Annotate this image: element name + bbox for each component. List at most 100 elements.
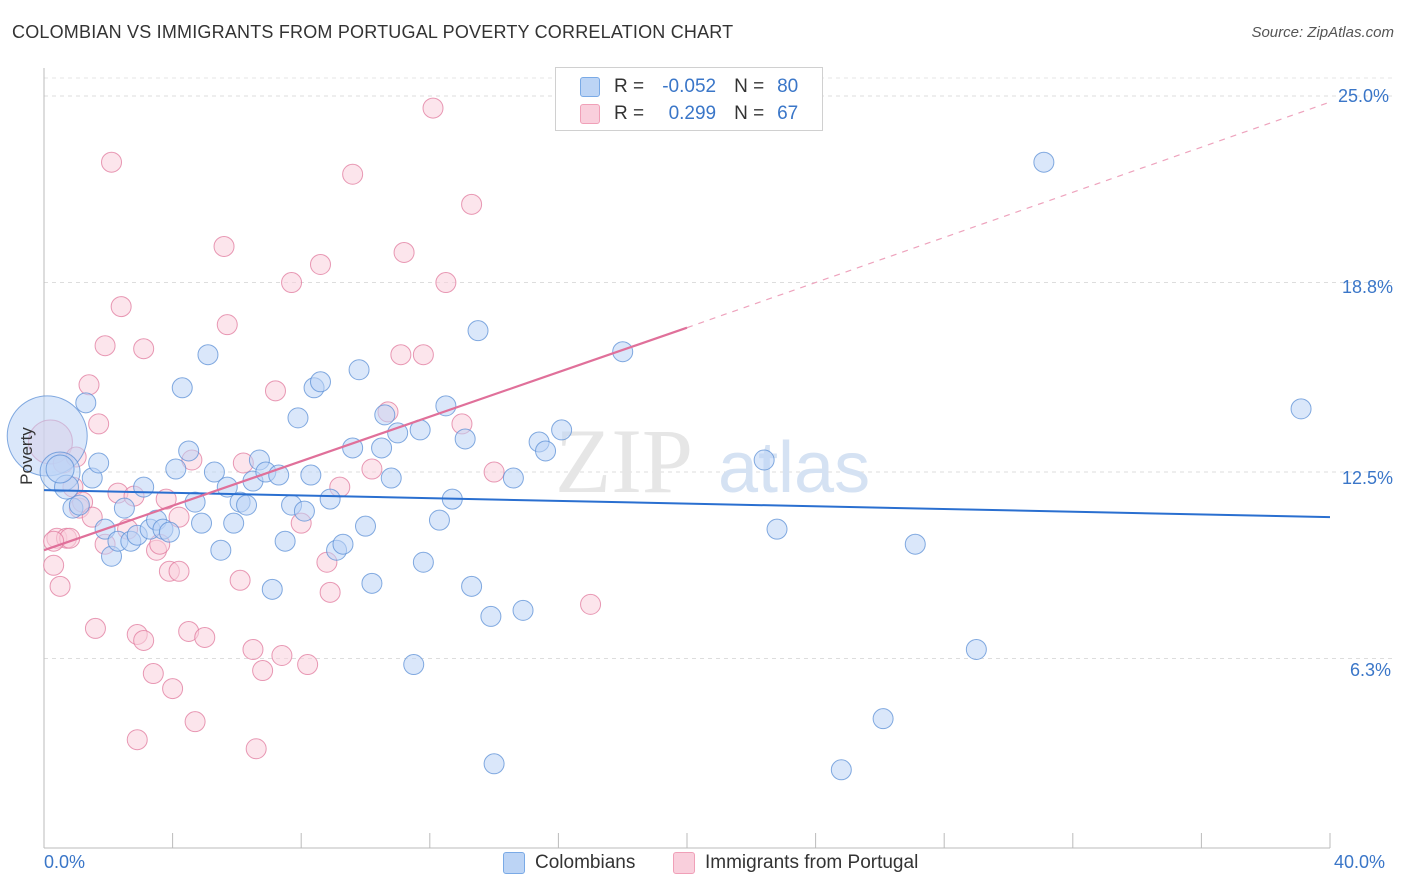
portugal-point bbox=[194, 626, 216, 648]
portugal-point bbox=[245, 738, 267, 760]
portugal-point bbox=[281, 272, 303, 294]
legend-n-label: N = bbox=[734, 103, 765, 124]
colombians-point bbox=[483, 753, 505, 775]
portugal-point bbox=[264, 380, 286, 402]
colombians-point bbox=[332, 533, 354, 555]
portugal-point bbox=[461, 193, 483, 215]
colombians-point bbox=[965, 638, 987, 660]
colombians-point bbox=[830, 759, 852, 781]
colombians-point bbox=[274, 530, 296, 552]
portugal-point bbox=[133, 629, 155, 651]
colombians-point bbox=[261, 578, 283, 600]
colombians-point bbox=[412, 551, 434, 573]
colombians-point bbox=[380, 467, 402, 489]
x-tick-label-max: 40.0% bbox=[1334, 852, 1386, 872]
portugal-point bbox=[422, 97, 444, 119]
colombians-point bbox=[319, 488, 341, 510]
legend-r-label: R = bbox=[614, 103, 645, 124]
colombians-point bbox=[293, 500, 315, 522]
colombians-point bbox=[403, 654, 425, 676]
colombians-point bbox=[210, 539, 232, 561]
colombians-point bbox=[428, 509, 450, 531]
portugal-point bbox=[84, 617, 106, 639]
portugal-point bbox=[216, 314, 238, 336]
y-axis-label: Poverty bbox=[17, 427, 36, 485]
portugal-point bbox=[162, 678, 184, 700]
series-portugal-points bbox=[27, 97, 602, 760]
trend-line-colombians bbox=[43, 489, 1331, 519]
colombians-point bbox=[309, 371, 331, 393]
legend-swatch-colombians bbox=[503, 852, 525, 874]
series-colombians-points bbox=[6, 151, 1312, 781]
y-tick-label-6-3: 6.3% bbox=[1350, 660, 1392, 680]
colombians-point bbox=[88, 452, 110, 474]
colombians-point bbox=[512, 599, 534, 621]
colombians-point bbox=[551, 419, 573, 441]
colombians-point bbox=[904, 533, 926, 555]
legend-label-portugal: Immigrants from Portugal bbox=[705, 852, 919, 873]
legend-n-value: 80 bbox=[777, 76, 799, 97]
colombians-point bbox=[387, 422, 409, 444]
bottom-legend-portugal[interactable]: Immigrants from Portugal bbox=[673, 852, 918, 874]
portugal-point bbox=[435, 272, 457, 294]
colombians-point bbox=[171, 377, 193, 399]
colombians-point bbox=[612, 341, 634, 363]
portugal-point bbox=[81, 506, 103, 528]
portugal-point bbox=[252, 660, 274, 682]
colombians-point bbox=[361, 572, 383, 594]
portugal-point bbox=[43, 554, 65, 576]
watermark-zip: ZIP bbox=[555, 410, 693, 512]
bottom-legend-colombians[interactable]: Colombians bbox=[503, 852, 635, 874]
colombians-point bbox=[236, 494, 258, 516]
colombians-point bbox=[287, 407, 309, 429]
watermark-atlas: atlas bbox=[718, 428, 870, 508]
portugal-point bbox=[78, 374, 100, 396]
portugal-point bbox=[580, 593, 602, 615]
legend-r-value: -0.052 bbox=[662, 76, 717, 97]
y-tick-label-25-0: 25.0% bbox=[1338, 86, 1390, 106]
portugal-point bbox=[271, 645, 293, 666]
colombians-point bbox=[461, 575, 483, 597]
legend-row-portugal: R = 0.299 N = 67 bbox=[580, 102, 798, 126]
portugal-point bbox=[342, 163, 364, 185]
portugal-point bbox=[309, 253, 331, 275]
colombians-point bbox=[766, 518, 788, 540]
colombians-point bbox=[113, 497, 135, 519]
colombians-point bbox=[454, 428, 476, 450]
colombians-point bbox=[197, 344, 219, 366]
portugal-point bbox=[483, 461, 505, 483]
correlation-legend: R = -0.052 N = 80 R = 0.299 N = 67 bbox=[555, 67, 823, 131]
portugal-point bbox=[110, 296, 132, 318]
portugal-point bbox=[390, 344, 412, 366]
legend-n-value: 67 bbox=[777, 103, 799, 124]
portugal-point bbox=[319, 581, 341, 603]
colombians-point bbox=[1290, 398, 1312, 420]
legend-swatch-portugal bbox=[673, 852, 695, 874]
colombians-point bbox=[435, 395, 457, 417]
portugal-point bbox=[412, 344, 434, 366]
colombians-point bbox=[348, 359, 370, 381]
legend-r-value: 0.299 bbox=[668, 103, 717, 124]
portugal-point bbox=[168, 560, 190, 582]
portugal-point bbox=[126, 729, 148, 751]
legend-n-label: N = bbox=[734, 76, 765, 97]
portugal-point bbox=[101, 151, 123, 173]
colombians-point bbox=[191, 512, 213, 534]
colombians-point bbox=[45, 454, 75, 484]
legend-row-colombians: R = -0.052 N = 80 bbox=[580, 75, 798, 99]
colombians-point bbox=[374, 404, 396, 426]
colombians-point bbox=[872, 708, 894, 730]
watermark: ZIP atlas bbox=[555, 410, 870, 512]
y-tick-label-12-5: 12.5% bbox=[1342, 468, 1394, 488]
portugal-point bbox=[142, 663, 164, 685]
colombians-point bbox=[753, 449, 775, 471]
colombians-point bbox=[203, 461, 225, 483]
portugal-point bbox=[229, 569, 251, 591]
colombians-point bbox=[300, 464, 322, 486]
x-tick-label-min: 0.0% bbox=[44, 852, 86, 872]
colombians-point bbox=[68, 494, 90, 516]
portugal-point bbox=[393, 241, 415, 263]
portugal-point bbox=[168, 506, 190, 528]
colombians-point bbox=[133, 476, 155, 498]
